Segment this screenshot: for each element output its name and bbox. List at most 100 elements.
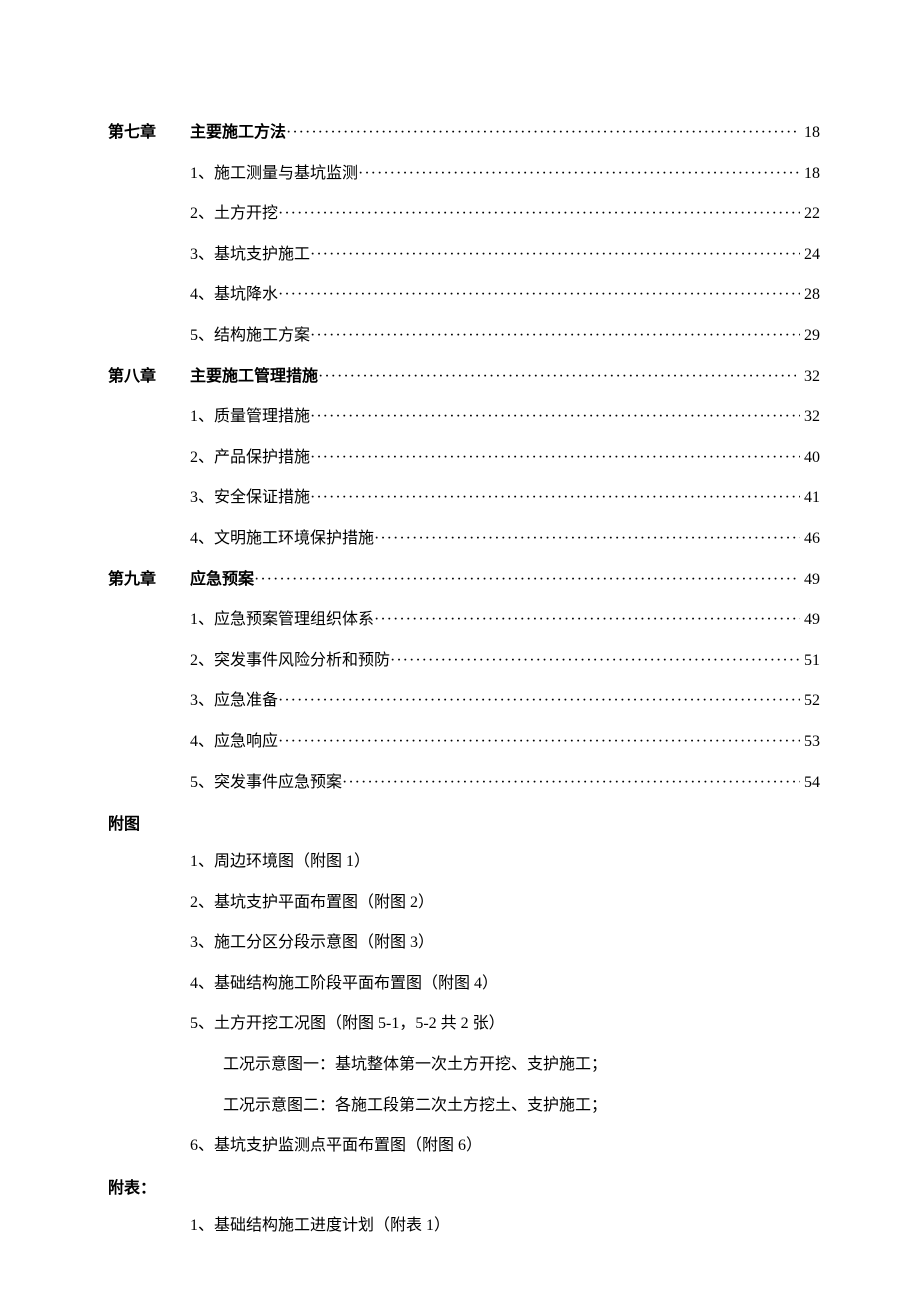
indent	[108, 1213, 190, 1239]
leader-dots	[374, 526, 800, 552]
leader-dots	[310, 485, 800, 511]
page-number: 41	[800, 485, 820, 511]
page-number: 40	[800, 445, 820, 471]
indent	[108, 849, 190, 875]
item-title: 5、土方开挖工况图（附图 5-1，5-2 共 2 张）	[190, 1011, 505, 1037]
item-title: 1、基础结构施工进度计划（附表 1）	[190, 1213, 450, 1239]
chapter-label: 第九章	[108, 567, 190, 593]
page-number: 18	[800, 161, 820, 187]
leader-dots	[310, 242, 800, 268]
leader-dots	[310, 445, 800, 471]
item-title: 4、基坑降水	[190, 282, 278, 308]
indent	[108, 930, 190, 956]
appendix-item: 2、基坑支护平面布置图（附图 2）	[108, 890, 820, 916]
toc-item: 3、基坑支护施工 24	[108, 242, 820, 268]
chapter-title: 主要施工管理措施	[190, 364, 318, 390]
item-title: 3、施工分区分段示意图（附图 3）	[190, 930, 434, 956]
indent	[108, 971, 190, 997]
page-number: 32	[800, 404, 820, 430]
appendix-item: 6、基坑支护监测点平面布置图（附图 6）	[108, 1133, 820, 1159]
indent	[108, 1133, 190, 1159]
item-title: 3、基坑支护施工	[190, 242, 310, 268]
leader-dots	[310, 404, 800, 430]
toc-item: 5、结构施工方案 29	[108, 323, 820, 349]
chapter-heading: 第九章 应急预案 49	[108, 567, 820, 593]
table-of-contents: 第七章 主要施工方法 18 1、施工测量与基坑监测 18 2、土方开挖 22 3…	[108, 120, 820, 1238]
leader-dots	[254, 567, 800, 593]
toc-item: 2、产品保护措施 40	[108, 445, 820, 471]
indent	[108, 890, 190, 916]
page-number: 51	[800, 648, 820, 674]
toc-item: 4、基坑降水 28	[108, 282, 820, 308]
chapter-title: 主要施工方法	[190, 120, 286, 146]
appendix-tables-label: 附表：	[108, 1174, 820, 1198]
appendix-item: 1、周边环境图（附图 1）	[108, 849, 820, 875]
appendix-item: 4、基础结构施工阶段平面布置图（附图 4）	[108, 971, 820, 997]
leader-dots	[278, 201, 800, 227]
leader-dots	[278, 282, 800, 308]
appendix-item: 1、基础结构施工进度计划（附表 1）	[108, 1213, 820, 1239]
toc-item: 2、突发事件风险分析和预防 51	[108, 648, 820, 674]
appendix-item: 3、施工分区分段示意图（附图 3）	[108, 930, 820, 956]
leader-dots	[358, 161, 800, 187]
toc-item: 1、应急预案管理组织体系 49	[108, 607, 820, 633]
page-number: 18	[796, 120, 820, 146]
leader-dots	[278, 688, 800, 714]
item-title: 工况示意图一：基坑整体第一次土方开挖、支护施工；	[223, 1052, 607, 1078]
page-number: 49	[800, 607, 820, 633]
page-number: 46	[800, 526, 820, 552]
leader-dots	[278, 729, 800, 755]
item-title: 4、应急响应	[190, 729, 278, 755]
page-number: 53	[800, 729, 820, 755]
item-title: 工况示意图二：各施工段第二次土方挖土、支护施工；	[223, 1093, 607, 1119]
item-title: 1、周边环境图（附图 1）	[190, 849, 370, 875]
chapter-label: 第八章	[108, 364, 190, 390]
indent	[108, 1093, 223, 1119]
toc-item: 1、质量管理措施 32	[108, 404, 820, 430]
item-title: 4、基础结构施工阶段平面布置图（附图 4）	[190, 971, 498, 997]
page-number: 28	[800, 282, 820, 308]
page-number: 49	[800, 567, 820, 593]
leader-dots	[286, 120, 796, 146]
leader-dots	[342, 770, 800, 796]
chapter-title: 应急预案	[190, 567, 254, 593]
item-title: 2、土方开挖	[190, 201, 278, 227]
toc-item: 3、安全保证措施 41	[108, 485, 820, 511]
toc-item: 4、应急响应 53	[108, 729, 820, 755]
item-title: 5、突发事件应急预案	[190, 770, 342, 796]
toc-item: 3、应急准备 52	[108, 688, 820, 714]
page-number: 29	[800, 323, 820, 349]
item-title: 6、基坑支护监测点平面布置图（附图 6）	[190, 1133, 482, 1159]
toc-item: 5、突发事件应急预案 54	[108, 770, 820, 796]
chapter-heading: 第八章 主要施工管理措施 32	[108, 364, 820, 390]
page-number: 52	[800, 688, 820, 714]
page-number: 32	[796, 364, 820, 390]
toc-item: 2、土方开挖 22	[108, 201, 820, 227]
item-title: 1、质量管理措施	[190, 404, 310, 430]
leader-dots	[318, 364, 796, 390]
item-title: 1、施工测量与基坑监测	[190, 161, 358, 187]
chapter-heading: 第七章 主要施工方法 18	[108, 120, 820, 146]
page-number: 24	[800, 242, 820, 268]
leader-dots	[310, 323, 800, 349]
leader-dots	[374, 607, 800, 633]
appendix-sub-item: 工况示意图二：各施工段第二次土方挖土、支护施工；	[108, 1093, 820, 1119]
item-title: 4、文明施工环境保护措施	[190, 526, 374, 552]
page-number: 54	[800, 770, 820, 796]
item-title: 5、结构施工方案	[190, 323, 310, 349]
item-title: 2、产品保护措施	[190, 445, 310, 471]
indent	[108, 1052, 223, 1078]
item-title: 2、基坑支护平面布置图（附图 2）	[190, 890, 434, 916]
page-number: 22	[800, 201, 820, 227]
indent	[108, 1011, 190, 1037]
toc-item: 1、施工测量与基坑监测 18	[108, 161, 820, 187]
item-title: 3、安全保证措施	[190, 485, 310, 511]
item-title: 1、应急预案管理组织体系	[190, 607, 374, 633]
item-title: 2、突发事件风险分析和预防	[190, 648, 390, 674]
appendix-figures-label: 附图	[108, 810, 820, 834]
leader-dots	[390, 648, 800, 674]
appendix-sub-item: 工况示意图一：基坑整体第一次土方开挖、支护施工；	[108, 1052, 820, 1078]
appendix-item: 5、土方开挖工况图（附图 5-1，5-2 共 2 张）	[108, 1011, 820, 1037]
toc-item: 4、文明施工环境保护措施 46	[108, 526, 820, 552]
chapter-label: 第七章	[108, 120, 190, 146]
